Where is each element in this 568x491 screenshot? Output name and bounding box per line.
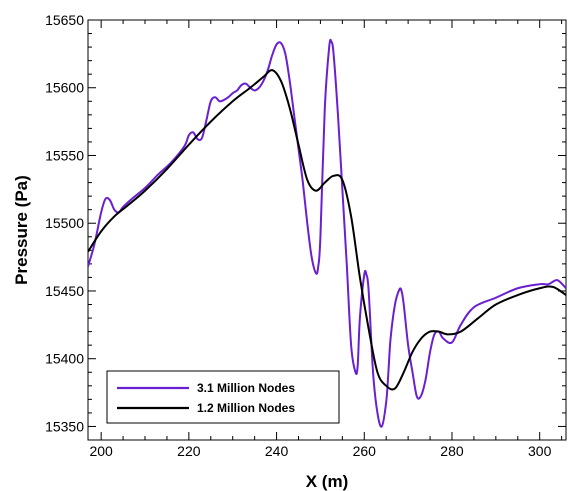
y-tick-label: 15400: [45, 351, 84, 367]
x-tick-label: 260: [353, 443, 377, 459]
legend-label-1-2-million-nodes: 1.2 Million Nodes: [197, 401, 295, 415]
series-layer: [88, 38, 566, 428]
legend: 3.1 Million Nodes 1.2 Million Nodes: [106, 370, 340, 424]
x-tick-label: 220: [177, 443, 201, 459]
plot-frame: [87, 19, 567, 441]
y-tick-label: 15350: [45, 418, 84, 434]
x-axis-title: X (m): [306, 472, 349, 491]
axis-ticks: [88, 19, 566, 441]
x-tick-label: 240: [265, 443, 289, 459]
y-tick-label: 15650: [45, 12, 84, 28]
y-tick-label: 15450: [45, 283, 84, 299]
y-tick-label: 15500: [45, 215, 84, 231]
x-tick-label: 200: [89, 443, 113, 459]
y-tick-label: 15550: [45, 147, 84, 163]
y-axis-title: Pressure (Pa): [12, 175, 31, 285]
axis-tick-labels: 200 220 240 260 280 300 15350 15400 15450 15500 15…: [45, 12, 552, 459]
series-line-1-2-million-nodes: [88, 69, 566, 391]
series-line-3-1-million-nodes: [88, 38, 566, 428]
x-tick-label: 300: [528, 443, 552, 459]
y-tick-label: 15600: [45, 80, 84, 96]
legend-box: [106, 370, 340, 424]
x-tick-label: 280: [440, 443, 464, 459]
legend-label-3-1-million-nodes: 3.1 Million Nodes: [197, 381, 295, 395]
